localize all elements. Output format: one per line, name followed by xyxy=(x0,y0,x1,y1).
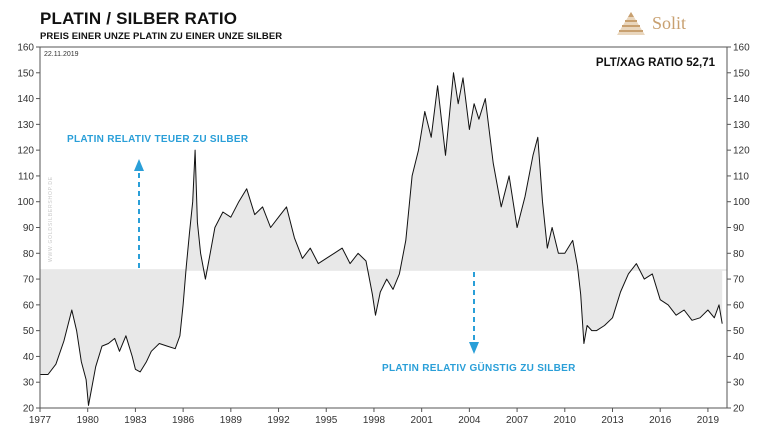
x-tick-label: 1986 xyxy=(172,415,195,426)
y-tick-label-right: 40 xyxy=(733,352,745,363)
y-tick-label-left: 150 xyxy=(17,68,34,79)
y-tick-label-left: 70 xyxy=(23,275,35,286)
y-tick-label-left: 90 xyxy=(23,223,35,234)
y-tick-label-right: 80 xyxy=(733,249,745,260)
annotations: PLATIN RELATIV TEUER ZU SILBER PLATIN REL… xyxy=(67,134,576,374)
x-tick-label: 2019 xyxy=(697,415,720,426)
y-tick-label-left: 160 xyxy=(17,43,34,54)
date-label: 22.11.2019 xyxy=(44,51,79,58)
y-tick-label-right: 140 xyxy=(733,94,750,105)
x-tick-label: 2013 xyxy=(601,415,624,426)
y-tick-label-right: 20 xyxy=(733,404,745,415)
x-tick-label: 2007 xyxy=(506,415,529,426)
y-tick-label-left: 80 xyxy=(23,249,35,260)
y-tick-label-right: 100 xyxy=(733,197,750,208)
annotation-up-arrowhead xyxy=(134,159,144,171)
y-tick-label-right: 30 xyxy=(733,378,745,389)
y-tick-label-right: 130 xyxy=(733,120,750,131)
brand-name: Solit xyxy=(652,13,687,33)
x-tick-label: 2001 xyxy=(411,415,434,426)
y-tick-label-left: 30 xyxy=(23,378,35,389)
deviation-fill xyxy=(40,72,723,406)
x-tick-label: 1983 xyxy=(124,415,147,426)
y-tick-label-left: 20 xyxy=(23,404,35,415)
y-tick-label-right: 90 xyxy=(733,223,745,234)
x-tick-label: 2016 xyxy=(649,415,672,426)
y-tick-label-right: 160 xyxy=(733,43,750,54)
x-tick-label: 2004 xyxy=(458,415,481,426)
axes: 20 20 30 30 40 40 50 50 60 60 70 70 80 80 90 90 100 100 11… xyxy=(17,43,750,427)
chart-subtitle: PREIS EINER UNZE PLATIN ZU EINER UNZE SI… xyxy=(40,31,283,42)
y-tick-label-right: 150 xyxy=(733,68,750,79)
x-tick-label: 1977 xyxy=(29,415,52,426)
y-tick-label-left: 100 xyxy=(17,197,34,208)
ratio-line xyxy=(40,72,723,406)
brand-logo: Solit xyxy=(616,9,756,39)
annotation-down-text: PLATIN RELATIV GÜNSTIG ZU SILBER xyxy=(382,361,576,374)
y-tick-label-left: 120 xyxy=(17,146,34,157)
y-tick-label-left: 130 xyxy=(17,120,34,131)
pyramid-icon xyxy=(617,12,645,35)
y-tick-label-right: 110 xyxy=(733,171,749,182)
x-tick-label: 1989 xyxy=(220,415,243,426)
ratio-value-label: PLT/XAG RATIO 52,71 xyxy=(596,57,716,69)
y-tick-label-left: 40 xyxy=(23,352,35,363)
y-tick-label-left: 110 xyxy=(18,171,34,182)
annotation-down-arrowhead xyxy=(469,342,479,354)
y-tick-label-right: 70 xyxy=(733,275,745,286)
x-tick-label: 2010 xyxy=(554,415,577,426)
watermark: WWW.GOLDSILBERSHOP.DE xyxy=(48,176,54,262)
y-tick-label-left: 50 xyxy=(23,326,35,337)
series-line xyxy=(40,72,723,406)
y-tick-label-right: 50 xyxy=(733,326,745,337)
y-tick-label-right: 120 xyxy=(733,146,750,157)
annotation-up-text: PLATIN RELATIV TEUER ZU SILBER xyxy=(67,134,249,145)
y-tick-label-right: 60 xyxy=(733,300,745,311)
y-tick-label-left: 140 xyxy=(17,94,34,105)
x-tick-label: 1980 xyxy=(77,415,100,426)
x-tick-label: 1992 xyxy=(267,415,290,426)
y-tick-label-left: 60 xyxy=(23,300,35,311)
x-tick-label: 1995 xyxy=(315,415,338,426)
chart-title: PLATIN / SILBER RATIO xyxy=(40,9,238,28)
x-tick-label: 1998 xyxy=(363,415,386,426)
deviation-area xyxy=(40,72,723,406)
